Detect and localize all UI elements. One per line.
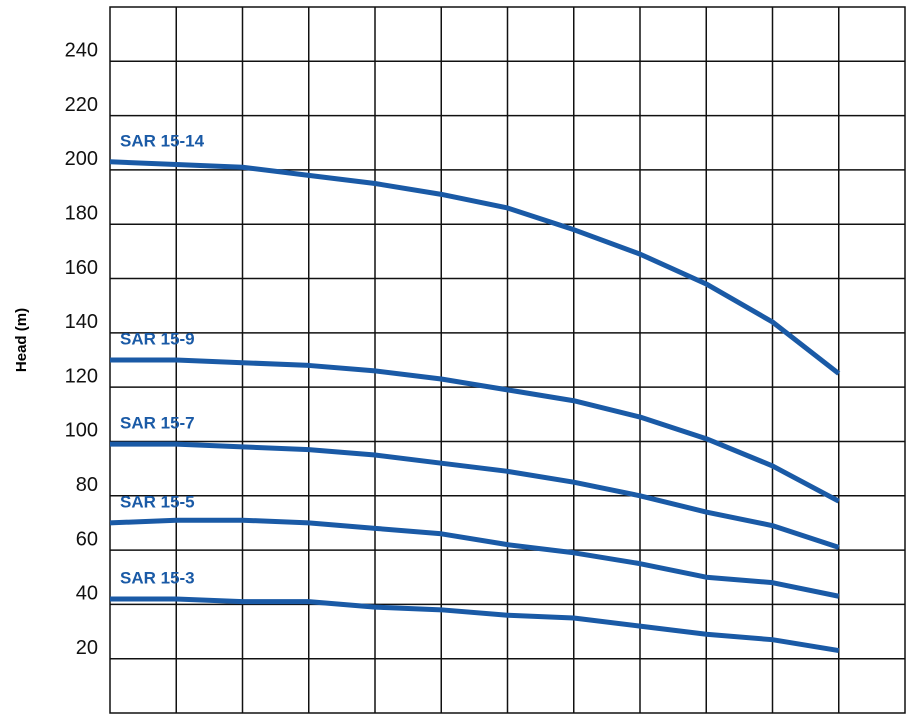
curve bbox=[110, 357, 840, 504]
y-tick-label: 140 bbox=[65, 311, 98, 333]
y-tick-label: 60 bbox=[76, 528, 98, 550]
y-tick-label: 220 bbox=[65, 94, 98, 116]
y-tick-label: 20 bbox=[76, 637, 98, 659]
y-tick-label: 120 bbox=[65, 365, 98, 387]
y-tick-label: 100 bbox=[65, 420, 98, 442]
series-label: SAR 15-14 bbox=[120, 131, 205, 150]
y-axis-title: Head (m) bbox=[13, 308, 30, 372]
y-tick-label: 200 bbox=[65, 148, 98, 170]
curve bbox=[109, 517, 840, 599]
y-tick-label: 40 bbox=[76, 583, 98, 605]
series-label: SAR 15-9 bbox=[120, 329, 195, 348]
y-tick-label: 240 bbox=[65, 40, 98, 62]
y-tick-label: 160 bbox=[65, 257, 98, 279]
curve bbox=[110, 596, 840, 654]
series-label: SAR 15-5 bbox=[120, 492, 195, 511]
y-tick-label: 180 bbox=[65, 203, 98, 225]
series-label: SAR 15-3 bbox=[120, 568, 195, 587]
y-tick-label: 80 bbox=[76, 474, 98, 496]
curve bbox=[109, 159, 841, 376]
curve bbox=[110, 441, 840, 550]
series-label: SAR 15-7 bbox=[120, 414, 195, 433]
